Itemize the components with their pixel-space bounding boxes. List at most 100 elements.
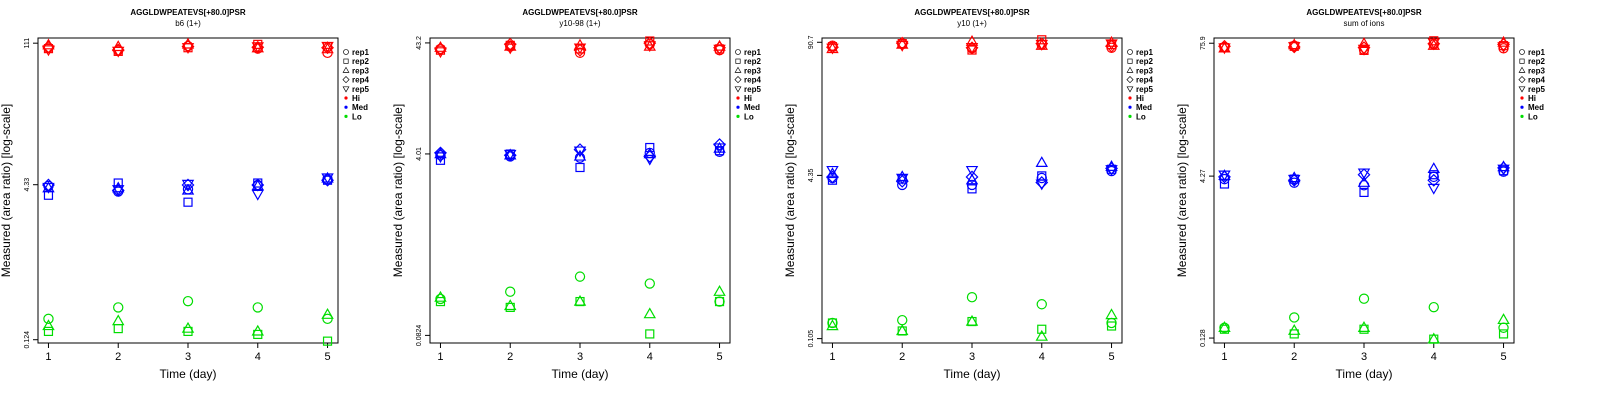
data-point (573, 146, 587, 158)
legend-label: rep2 (1136, 57, 1153, 66)
legend-symbol (1126, 66, 1134, 73)
x-tick-label: 1 (45, 351, 51, 363)
data-point (967, 184, 977, 194)
y-axis-label: Measured (area ratio) [log-scale] (1175, 104, 1189, 277)
data-point (1218, 321, 1231, 332)
legend-symbol (343, 58, 349, 64)
data-point (1357, 37, 1371, 48)
legend-dot (344, 96, 348, 100)
x-tick-label: 3 (969, 351, 975, 363)
data-point (435, 155, 446, 165)
legend-symbol (1519, 58, 1525, 64)
legend-label: Lo (352, 112, 362, 121)
legend-symbol (735, 58, 741, 64)
legend-symbol (1126, 76, 1134, 84)
legend-label: rep3 (352, 66, 369, 75)
data-point (42, 45, 55, 57)
legend-label: Lo (1136, 112, 1146, 121)
data-point (111, 46, 125, 58)
data-point (251, 189, 265, 201)
legend-dot (1520, 105, 1524, 109)
data-point (643, 307, 657, 319)
data-point (895, 173, 909, 185)
data-point (1287, 174, 1301, 186)
legend-label: rep5 (1136, 85, 1153, 94)
data-point (1035, 179, 1049, 191)
x-tick-label: 3 (577, 351, 583, 363)
data-point (713, 44, 726, 56)
data-point (251, 42, 265, 54)
plot-frame (821, 37, 1123, 344)
x-tick-label: 4 (1431, 351, 1437, 363)
legend-label: rep5 (1528, 85, 1545, 94)
data-point (1497, 160, 1510, 172)
data-point (181, 183, 195, 195)
legend-symbol (343, 49, 349, 55)
data-point (181, 179, 195, 191)
data-point (1497, 42, 1510, 54)
legend-label: rep2 (744, 57, 761, 66)
data-point (644, 278, 655, 289)
data-point (1105, 39, 1118, 51)
y-tick-label: 90.7 (808, 35, 815, 49)
data-point (574, 152, 586, 163)
chart-subtitle: y10-98 (1+) (559, 19, 600, 28)
data-point (1357, 168, 1371, 180)
y-tick-label: 0.105 (808, 330, 815, 348)
data-point (1428, 301, 1439, 313)
x-tick-label: 1 (437, 351, 443, 363)
data-point (1106, 317, 1117, 329)
data-point (434, 146, 447, 160)
data-point (434, 42, 447, 56)
legend-label: rep2 (1528, 57, 1545, 66)
data-point (965, 314, 979, 326)
legend-label: rep5 (744, 85, 761, 94)
data-point (714, 296, 725, 307)
data-point (434, 290, 447, 302)
data-point (111, 185, 125, 196)
legend-label: rep2 (352, 57, 369, 66)
chart-subtitle: y10 (1+) (957, 19, 987, 28)
data-point (965, 43, 979, 54)
data-point (827, 318, 838, 328)
x-tick-label: 4 (647, 351, 653, 363)
y-tick-label: 4.35 (808, 168, 815, 182)
legend-label: rep3 (744, 66, 761, 75)
legend-symbol (1518, 76, 1526, 84)
chart-subtitle: sum of ions (1344, 19, 1385, 28)
x-axis-label: Time (day) (944, 367, 1001, 381)
legend-symbol (342, 86, 350, 93)
x-axis-label: Time (day) (552, 367, 609, 381)
data-point (895, 174, 909, 188)
data-point (1427, 38, 1441, 50)
data-point (1035, 156, 1049, 167)
data-point (643, 150, 657, 163)
data-point (574, 271, 586, 282)
legend-symbol (1518, 66, 1526, 73)
y-tick-label: 0.124 (24, 331, 31, 349)
data-point (113, 178, 123, 188)
data-point (1357, 321, 1371, 332)
data-point (111, 314, 125, 326)
y-axis-label: Measured (area ratio) [log-scale] (783, 104, 797, 277)
legend-label: rep4 (1136, 76, 1153, 85)
y-tick-label: 111 (24, 38, 31, 49)
x-tick-label: 5 (324, 351, 330, 363)
data-point (251, 179, 265, 191)
legend-symbol (1127, 58, 1133, 64)
data-point (42, 40, 55, 54)
data-point (1498, 322, 1509, 333)
legend-dot (1520, 114, 1524, 118)
data-point (42, 182, 55, 194)
data-point (435, 293, 446, 305)
data-point (1357, 44, 1371, 56)
legend-label: Med (1136, 103, 1152, 112)
legend-dot (736, 114, 740, 118)
legend-symbol (1126, 86, 1134, 93)
legend-dot (1520, 96, 1524, 100)
legend-label: Hi (1136, 94, 1144, 103)
x-tick-label: 1 (1221, 351, 1227, 363)
legend-dot (736, 96, 740, 100)
